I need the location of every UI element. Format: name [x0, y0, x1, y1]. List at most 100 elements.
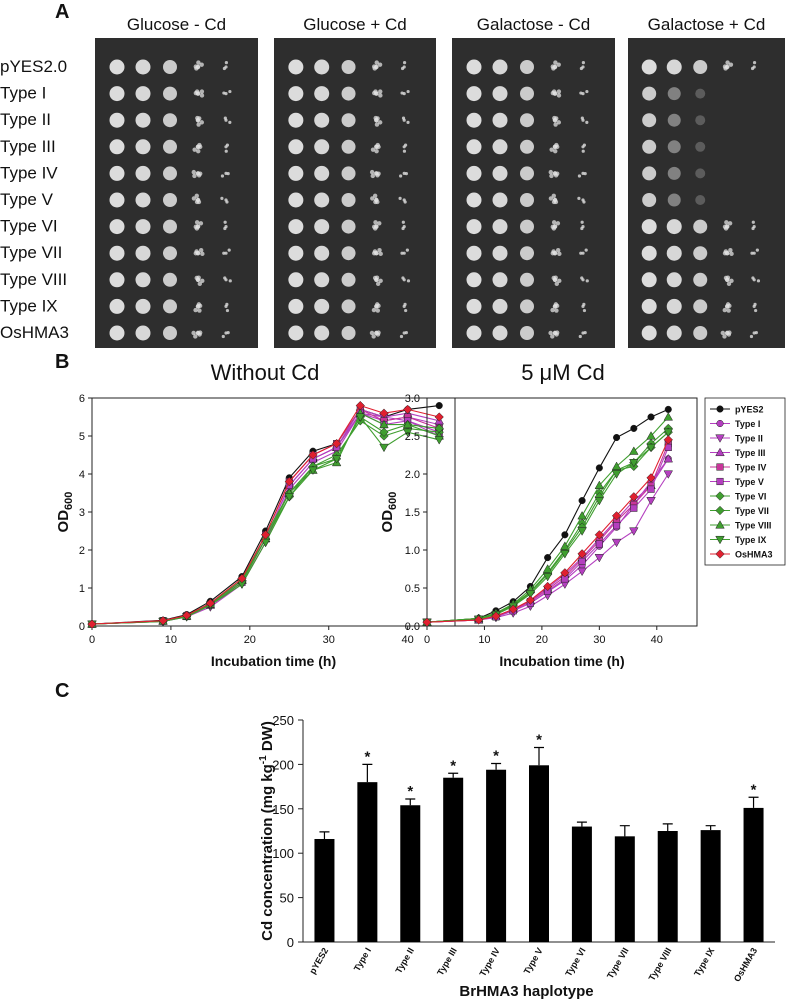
legend-label: pYES2: [735, 405, 764, 415]
data-point: [646, 443, 656, 453]
colony-dot: [375, 332, 381, 337]
colony-spot: [492, 298, 508, 314]
error-bar: [491, 762, 502, 770]
y-axis-label-sub: 600: [63, 492, 75, 510]
colony-spot: [492, 245, 508, 261]
error-bar: [448, 772, 459, 778]
colony-dot: [194, 249, 199, 254]
colony-dot: [369, 169, 375, 175]
colony-spot: [466, 165, 482, 181]
colony-spot: [642, 193, 657, 207]
colony-dot: [553, 173, 559, 178]
colony-spot: [341, 272, 356, 287]
colony-spot: [642, 113, 657, 128]
legend-label: Type VIII: [735, 521, 771, 531]
data-point: [647, 413, 655, 421]
colony-dot: [727, 221, 733, 226]
colony-dot: [582, 302, 586, 306]
colony-dot: [579, 251, 583, 255]
x-tick-label: 20: [244, 634, 256, 646]
colony-spot: [163, 193, 177, 207]
chart-title: 5 μM Cd: [521, 360, 605, 385]
colony-dot: [228, 89, 232, 94]
colony-dot: [551, 199, 557, 205]
y-tick-label: 4: [79, 469, 85, 481]
data-point: [87, 619, 97, 629]
colony-spot: [314, 298, 330, 314]
colony-dot: [725, 275, 731, 280]
colony-spot: [666, 272, 682, 288]
x-tick-label: Type I: [352, 946, 373, 973]
colony-dot: [401, 226, 405, 231]
colony-spot: [109, 165, 125, 181]
data-point: [577, 527, 587, 536]
colony-dot: [225, 302, 229, 306]
data-point: [355, 413, 366, 422]
colony-dot: [554, 308, 559, 313]
row-label: pYES2.0: [0, 57, 67, 76]
legend-marker: [715, 535, 725, 545]
colony-dot: [370, 196, 375, 201]
colony-dot: [373, 220, 378, 225]
row-label: Type V: [0, 190, 54, 209]
colony-dot: [197, 308, 202, 313]
colony-dot: [196, 60, 201, 65]
colony-spot: [109, 59, 125, 75]
data-point: [308, 450, 318, 460]
colony-dot: [199, 93, 205, 98]
significance-mark: *: [364, 748, 370, 765]
colony-spot: [135, 192, 151, 208]
colony-dot: [585, 89, 589, 94]
bar: [529, 765, 549, 942]
colony-spot: [288, 272, 304, 288]
colony-dot: [551, 249, 556, 254]
colony-spot: [492, 59, 508, 75]
x-tick-label: Type V: [522, 946, 545, 976]
colony-dot: [374, 60, 379, 65]
colony-spot: [109, 245, 125, 261]
colony-spot: [341, 299, 356, 314]
colony-dot: [197, 281, 202, 287]
colony-dot: [193, 224, 199, 230]
colony-dot: [372, 249, 378, 254]
colony-spot: [466, 298, 482, 314]
data-point: [664, 405, 672, 413]
data-point: [560, 568, 570, 578]
colony-spot: [314, 86, 330, 102]
colony-dot: [400, 91, 404, 95]
colony-dot: [556, 93, 562, 98]
colony-spot: [288, 298, 304, 314]
colony-dot: [550, 334, 555, 339]
legend-marker: [715, 505, 725, 516]
data-point: [577, 510, 587, 520]
colony-dot: [582, 143, 586, 147]
colony-dot: [553, 275, 558, 280]
colony-dot: [196, 122, 201, 127]
colony-spot: [666, 298, 682, 314]
colony-spot: [642, 86, 657, 101]
colony-dot: [720, 330, 726, 336]
colony-spot: [466, 272, 482, 288]
colony-dot: [581, 149, 585, 153]
row-label: Type VII: [0, 243, 62, 262]
significance-mark: *: [751, 781, 757, 798]
colony-dot: [726, 332, 732, 337]
colony-spot: [341, 86, 356, 101]
colony-spot: [109, 112, 125, 128]
colony-spot: [314, 59, 330, 75]
colony-spot: [520, 326, 534, 340]
legend-marker: [715, 549, 725, 559]
data-point: [525, 595, 536, 605]
data-point: [355, 400, 365, 411]
colony-dot: [378, 251, 383, 257]
legend-marker: [715, 434, 725, 443]
colony-dot: [227, 248, 231, 252]
colony-spot: [641, 245, 657, 261]
colony-dot: [551, 193, 556, 198]
colony-dot: [193, 307, 198, 313]
colony-spot: [641, 325, 657, 341]
colony-dot: [370, 173, 375, 179]
row-label: Type IX: [0, 296, 58, 315]
colony-dot: [723, 249, 729, 254]
